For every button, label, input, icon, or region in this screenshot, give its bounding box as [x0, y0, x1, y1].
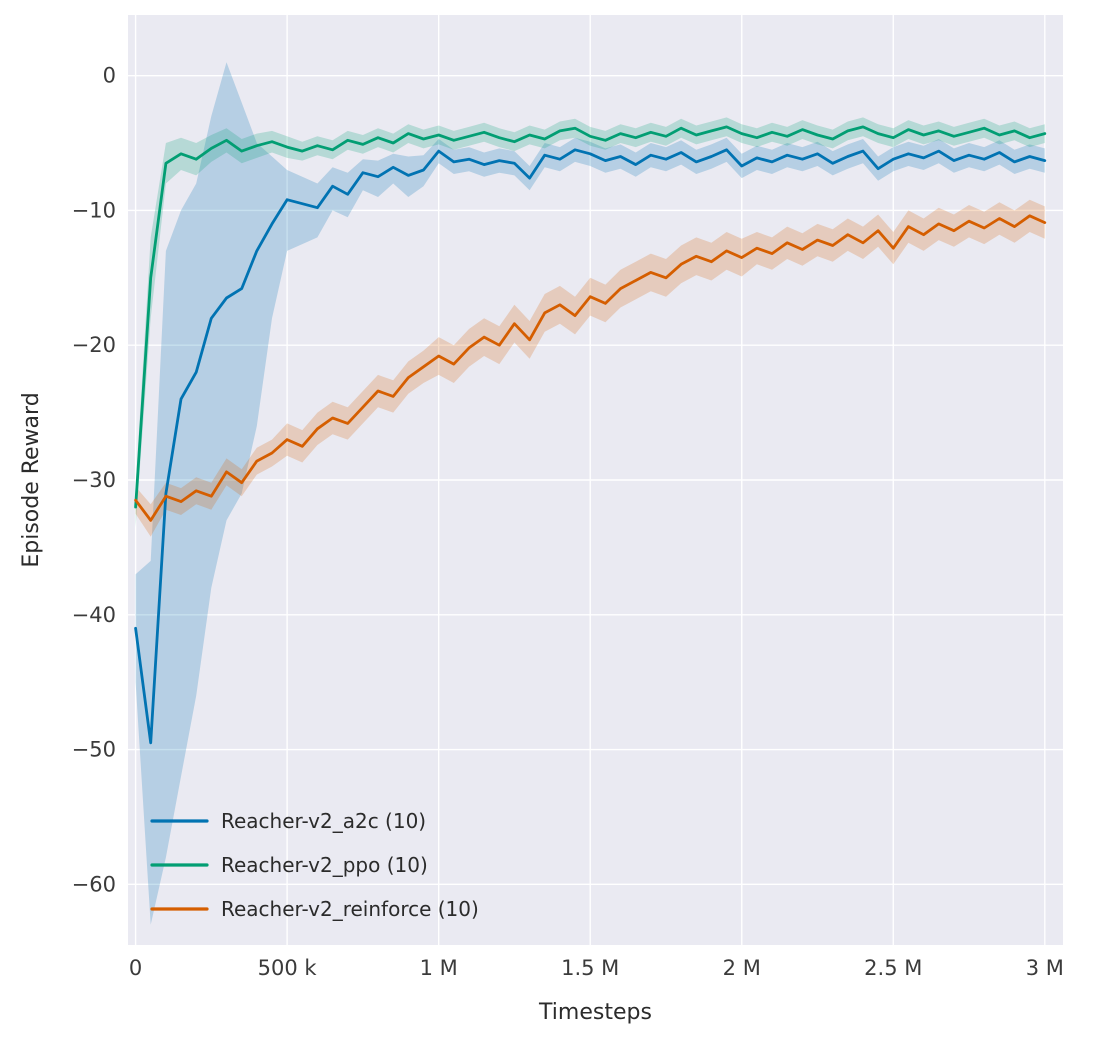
- legend-label: Reacher-v2_a2c (10): [221, 809, 426, 833]
- legend-label: Reacher-v2_reinforce (10): [221, 897, 479, 921]
- series-line-1: [134, 125, 1047, 509]
- x-tick-label: 2.5 M: [864, 956, 922, 980]
- x-tick-label: 500 k: [258, 956, 318, 980]
- legend-label: Reacher-v2_ppo (10): [221, 853, 428, 877]
- legend-item-2: Reacher-v2_reinforce (10): [150, 897, 479, 921]
- grid-layer: [128, 15, 1063, 945]
- x-tick-label: 0: [129, 956, 142, 980]
- legend-item-1: Reacher-v2_ppo (10): [150, 853, 428, 877]
- confidence-band-0: [135, 62, 1045, 925]
- series-line-layer: [134, 125, 1047, 745]
- y-tick-label: −50: [72, 738, 116, 762]
- series-line-2: [134, 214, 1047, 522]
- x-tick-label: 1.5 M: [561, 956, 619, 980]
- x-axis-label: Timesteps: [538, 1000, 652, 1025]
- legend: Reacher-v2_a2c (10) Reacher-v2_ppo (10) Re…: [150, 809, 479, 921]
- x-tick-label: 2 M: [723, 956, 761, 980]
- x-tick-label: 1 M: [420, 956, 458, 980]
- y-axis-label: Episode Reward: [19, 392, 44, 567]
- y-tick-label: −40: [72, 603, 116, 627]
- y-tick-label: −60: [72, 872, 116, 896]
- x-tick-label: 3 M: [1026, 956, 1064, 980]
- confidence-band-2: [135, 199, 1045, 537]
- series-line-0: [134, 148, 1047, 745]
- y-tick-label: −10: [72, 198, 116, 222]
- confidence-band-layer: [135, 62, 1045, 925]
- legend-item-0: Reacher-v2_a2c (10): [150, 809, 426, 833]
- y-tick-label: 0: [103, 64, 116, 88]
- tick-label-layer: 0 500 k 1 M 1.5 M 2 M 2.5 M 3 M 0 −10 −20 −30 −40 −5…: [72, 64, 1064, 980]
- y-tick-label: −20: [72, 333, 116, 357]
- y-tick-label: −30: [72, 468, 116, 492]
